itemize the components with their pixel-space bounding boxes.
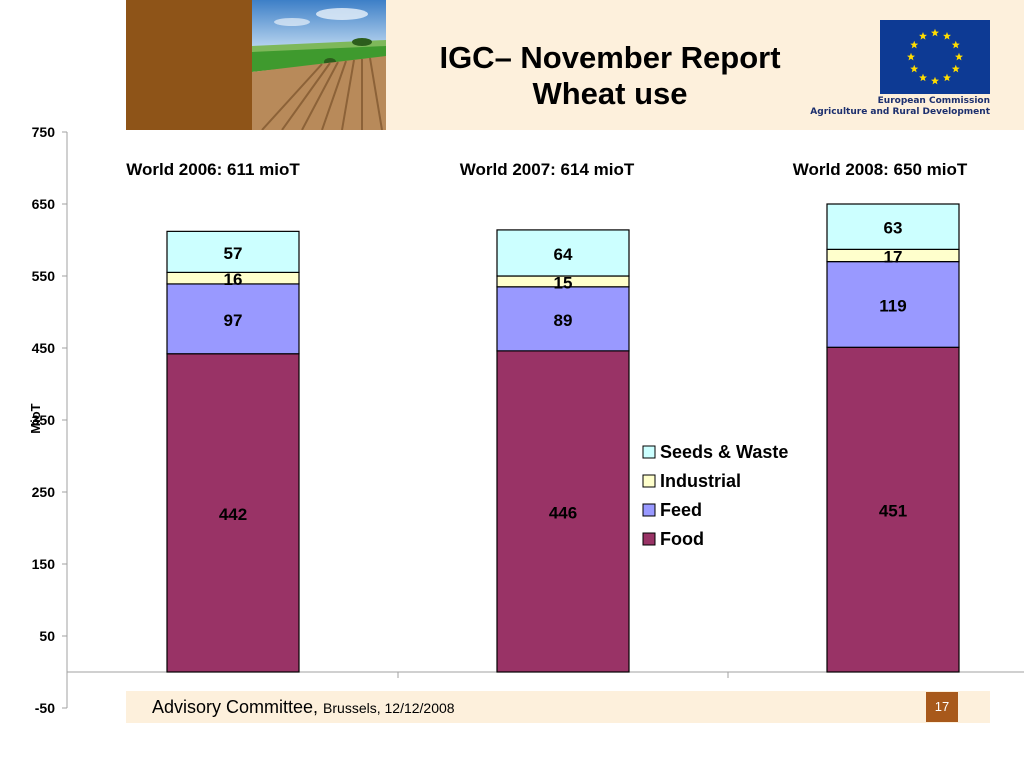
bar-segment-food (826, 346, 960, 673)
bar-segment-seeds-waste (496, 229, 630, 277)
y-tick-label: -50 (35, 700, 55, 716)
eu-star-icon (951, 64, 960, 73)
y-tick-label: 250 (32, 484, 56, 500)
legend-swatch-feed (642, 503, 656, 517)
y-tick-label: 650 (32, 196, 56, 212)
data-label: 446 (549, 503, 577, 522)
data-label: 89 (554, 311, 573, 330)
total-label: World 2008: 650 mioT (793, 160, 968, 179)
bar-segment-seeds-waste (826, 203, 960, 250)
eu-flag-logo (880, 20, 990, 94)
org-line-1: European Commission (877, 96, 990, 106)
eu-star-icon (943, 32, 951, 40)
eu-star-icon (951, 40, 960, 49)
eu-star-icon (919, 73, 927, 82)
y-tick-label: 550 (32, 268, 56, 284)
data-label: 57 (224, 244, 243, 263)
header-brown-block (126, 0, 252, 130)
footer-text: Advisory Committee, Brussels, 12/12/2008 (152, 697, 455, 718)
field-photo (252, 0, 386, 130)
total-label: World 2007: 614 mioT (460, 160, 635, 179)
footer-detail: Brussels, 12/12/2008 (323, 700, 455, 716)
org-name: European Commission Agriculture and Rura… (800, 96, 990, 118)
y-tick-label: 750 (32, 124, 56, 140)
legend-label: Food (660, 529, 704, 549)
legend-swatch-seeds-waste (642, 445, 656, 459)
data-label: 63 (884, 219, 903, 238)
title-line-1: IGC– November Report (439, 40, 781, 75)
legend-label: Feed (660, 500, 702, 520)
bar-segment-food (166, 353, 300, 673)
data-label: 97 (224, 311, 243, 330)
data-label: 119 (879, 296, 906, 315)
legend-swatch-industrial (642, 474, 656, 488)
bar-segment-feed (826, 261, 960, 348)
legend-label: Industrial (660, 471, 741, 491)
org-line-2: Agriculture and Rural Development (810, 107, 990, 117)
bar-segment-feed (166, 283, 300, 355)
y-tick-label: 450 (32, 340, 56, 356)
data-label: 15 (554, 273, 573, 292)
slide-title: IGC– November Report Wheat use (400, 40, 820, 112)
eu-star-icon (910, 64, 919, 73)
title-line-2: Wheat use (532, 76, 688, 111)
eu-star-icon (931, 28, 939, 37)
footer-band (126, 691, 990, 723)
wheat-use-chart: -5050150250350450550650750MioT4429716572… (28, 124, 1024, 716)
eu-star-icon (955, 52, 963, 61)
legend-swatch-food (642, 532, 656, 546)
data-label: 17 (884, 247, 903, 266)
data-label: 16 (224, 270, 243, 289)
eu-star-icon (910, 40, 919, 49)
eu-star-icon (931, 76, 939, 85)
data-label: 442 (219, 505, 247, 524)
eu-star-icon (943, 73, 951, 82)
eu-star-icon (919, 32, 927, 40)
y-tick-label: 50 (39, 628, 55, 644)
page-number: 17 (926, 692, 958, 722)
y-tick-label: 150 (32, 556, 56, 572)
bar-segment-seeds-waste (166, 230, 300, 274)
total-label: World 2006: 611 mioT (126, 160, 300, 179)
legend-label: Seeds & Waste (660, 442, 788, 462)
footer-main: Advisory Committee, (152, 697, 324, 717)
y-tick-label: 350 (32, 412, 56, 428)
eu-star-icon (907, 52, 915, 61)
data-label: 64 (554, 245, 573, 264)
bar-segment-food (496, 350, 630, 673)
bar-segment-feed (496, 286, 630, 352)
data-label: 451 (879, 502, 907, 521)
y-axis-title: MioT (28, 403, 43, 433)
